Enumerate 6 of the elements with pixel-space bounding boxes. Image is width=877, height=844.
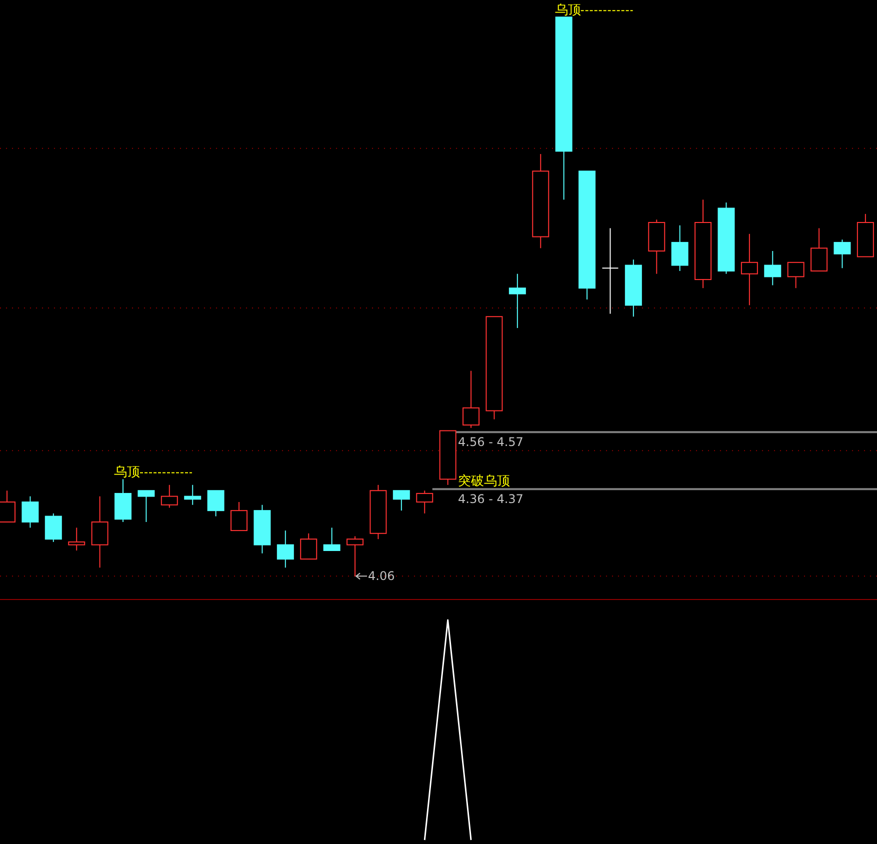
ref-label: 4.56 - 4.57 [458, 435, 524, 450]
annotation: 突破乌顶 [458, 474, 510, 490]
annotation: 4.06 [368, 569, 395, 584]
annotation: 乌顶 [554, 3, 581, 18]
annotation: 乌顶 [114, 465, 140, 480]
ref-label: 4.36 - 4.37 [458, 492, 524, 506]
